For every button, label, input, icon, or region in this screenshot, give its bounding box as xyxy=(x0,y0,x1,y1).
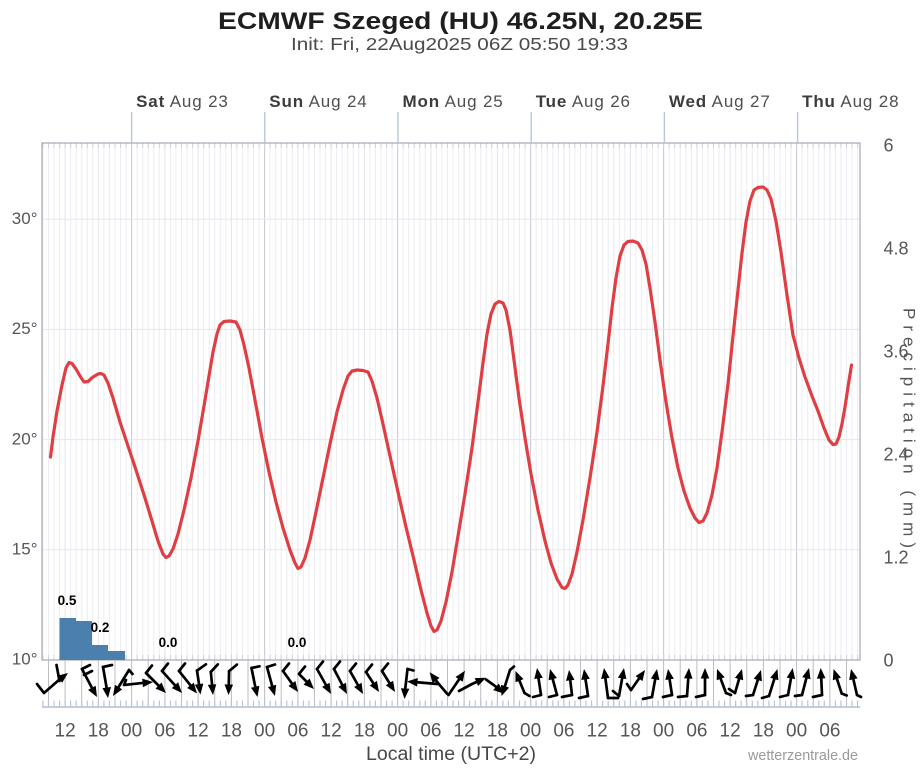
svg-text:2.4: 2.4 xyxy=(884,445,909,465)
svg-text:0.0: 0.0 xyxy=(159,635,178,650)
svg-text:00: 00 xyxy=(520,721,541,742)
svg-text:00: 00 xyxy=(121,721,142,742)
svg-text:15°: 15° xyxy=(12,540,38,559)
svg-text:06: 06 xyxy=(553,721,574,742)
svg-text:3.6: 3.6 xyxy=(884,342,909,362)
svg-text:06: 06 xyxy=(686,721,707,742)
svg-text:12: 12 xyxy=(55,721,76,742)
svg-text:1.2: 1.2 xyxy=(884,548,909,568)
svg-text:Precipitation (mm): Precipitation (mm) xyxy=(900,308,919,548)
svg-text:Sun Aug 24: Sun Aug 24 xyxy=(269,92,367,111)
svg-text:Tue Aug 26: Tue Aug 26 xyxy=(536,92,631,111)
svg-text:00: 00 xyxy=(786,721,807,742)
svg-text:Thu Aug 28: Thu Aug 28 xyxy=(802,92,899,111)
svg-text:4.8: 4.8 xyxy=(884,239,909,259)
svg-text:0.5: 0.5 xyxy=(58,593,77,608)
svg-text:wetterzentrale.de: wetterzentrale.de xyxy=(747,747,858,764)
svg-text:12: 12 xyxy=(188,721,209,742)
svg-text:30°: 30° xyxy=(12,209,38,228)
svg-text:18: 18 xyxy=(753,721,774,742)
svg-text:0: 0 xyxy=(884,651,894,671)
svg-text:12: 12 xyxy=(454,721,475,742)
svg-text:06: 06 xyxy=(154,721,175,742)
svg-text:Wed Aug 27: Wed Aug 27 xyxy=(669,92,771,111)
svg-text:18: 18 xyxy=(620,721,641,742)
svg-text:18: 18 xyxy=(354,721,375,742)
svg-text:0.2: 0.2 xyxy=(91,620,110,635)
svg-text:00: 00 xyxy=(653,721,674,742)
svg-text:06: 06 xyxy=(819,721,840,742)
svg-text:6: 6 xyxy=(884,136,894,156)
svg-text:Local time (UTC+2): Local time (UTC+2) xyxy=(366,744,536,765)
svg-text:18: 18 xyxy=(88,721,109,742)
svg-text:20°: 20° xyxy=(12,429,38,448)
svg-text:10°: 10° xyxy=(12,650,38,669)
svg-text:0.0: 0.0 xyxy=(288,635,307,650)
svg-text:ECMWF Szeged (HU) 46.25N, 20.2: ECMWF Szeged (HU) 46.25N, 20.25E xyxy=(218,8,703,35)
svg-text:18: 18 xyxy=(487,721,508,742)
svg-text:Init: Fri, 22Aug2025 06Z 05:50: Init: Fri, 22Aug2025 06Z 05:50 19:33 xyxy=(291,34,628,54)
svg-text:25°: 25° xyxy=(12,319,38,338)
svg-text:18: 18 xyxy=(221,721,242,742)
svg-text:12: 12 xyxy=(587,721,608,742)
svg-text:12: 12 xyxy=(321,721,342,742)
svg-text:Sat Aug 23: Sat Aug 23 xyxy=(136,92,229,111)
svg-text:00: 00 xyxy=(387,721,408,742)
svg-text:00: 00 xyxy=(254,721,275,742)
svg-text:Mon Aug 25: Mon Aug 25 xyxy=(403,92,504,111)
svg-text:06: 06 xyxy=(420,721,441,742)
svg-text:06: 06 xyxy=(287,721,308,742)
svg-text:12: 12 xyxy=(720,721,741,742)
